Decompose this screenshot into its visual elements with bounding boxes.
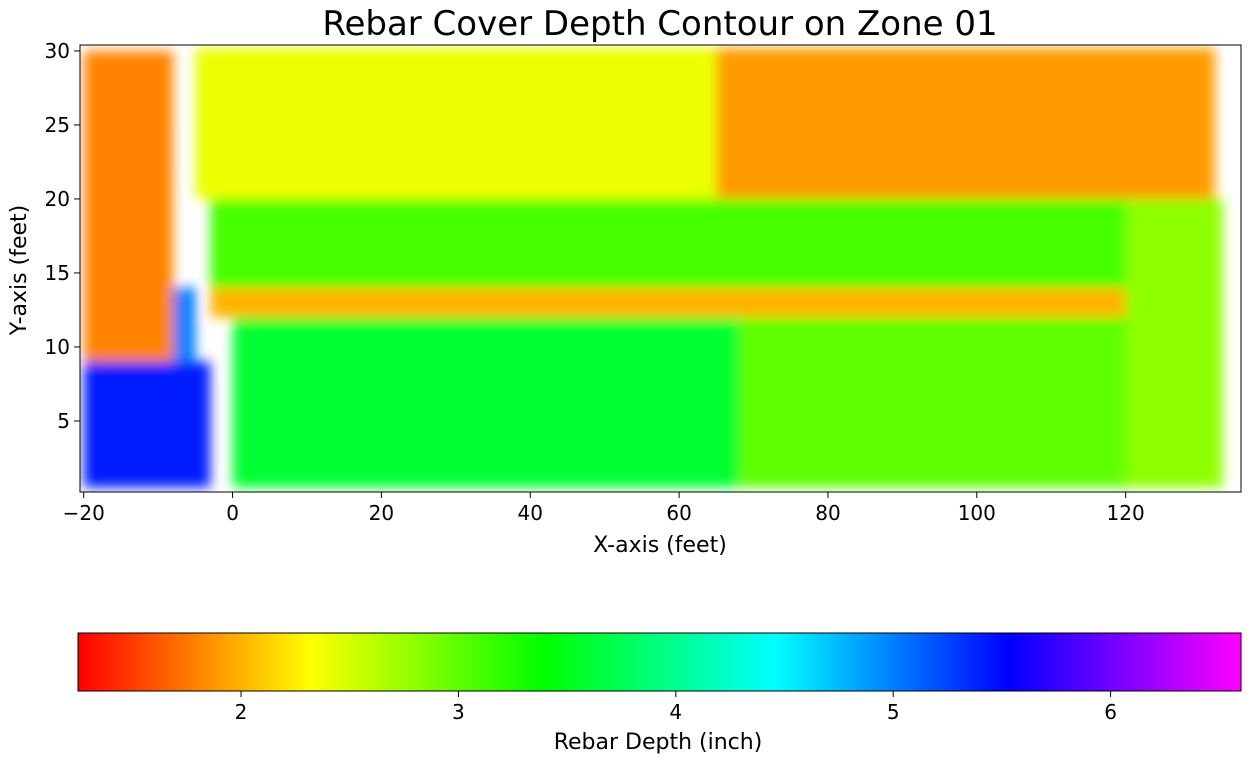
y-tick-label: 20 (45, 187, 70, 211)
depth-region-5 (210, 287, 1126, 318)
plot-frame (79, 44, 1242, 493)
y-tick-label: 10 (45, 335, 70, 359)
x-tick-label: 20 (369, 501, 394, 525)
y-tick-label: 30 (45, 39, 70, 63)
depth-region-8 (716, 47, 1215, 199)
chart-title: Rebar Cover Depth Contour on Zone 01 (322, 4, 997, 44)
contour-field (83, 47, 1223, 488)
x-tick-label: 100 (958, 501, 996, 525)
x-axis-label: X-axis (feet) (593, 533, 727, 558)
y-tick-label: 25 (45, 113, 70, 137)
colorbar-tick-label: 2 (235, 700, 248, 724)
x-tick-label: 120 (1107, 501, 1145, 525)
y-tick-label: 15 (45, 261, 70, 285)
x-tick-label: 40 (518, 501, 543, 525)
colorbar-tick-label: 5 (887, 700, 900, 724)
depth-region-10 (83, 50, 174, 362)
depth-region-9 (1125, 198, 1223, 488)
y-tick-label: 5 (57, 409, 70, 433)
x-axis-ticks: −20 0 20 40 60 80 100 120 (63, 492, 1145, 525)
colorbar-label: Rebar Depth (inch) (554, 730, 763, 755)
colorbar-tick-label: 3 (452, 700, 465, 724)
depth-region-4 (738, 317, 1201, 488)
depth-region-6 (210, 198, 1126, 288)
x-tick-label: −20 (63, 501, 105, 525)
depth-region-0 (83, 361, 211, 488)
colorbar-tick-label: 6 (1104, 700, 1117, 724)
depth-regions (83, 47, 1223, 488)
depth-region-3 (232, 317, 739, 488)
depth-region-7 (195, 47, 717, 199)
y-axis-ticks: 5 10 15 20 25 30 (45, 39, 80, 433)
x-tick-label: 80 (815, 501, 840, 525)
x-tick-label: 60 (666, 501, 691, 525)
colorbar-ticks: 2 3 4 5 6 (235, 691, 1117, 724)
colorbar-tick-label: 4 (669, 700, 682, 724)
plot-area (83, 47, 1223, 488)
x-tick-label: 0 (226, 501, 239, 525)
colorbar (77, 632, 1242, 692)
y-axis-label: Y-axis (feet) (7, 205, 32, 336)
